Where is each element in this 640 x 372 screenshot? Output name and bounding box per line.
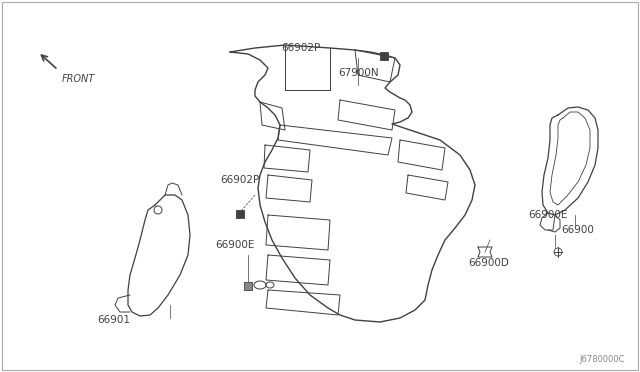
Text: 66901: 66901 bbox=[97, 315, 130, 325]
Bar bbox=[236, 210, 244, 218]
Text: 66900D: 66900D bbox=[468, 258, 509, 268]
Text: 66900: 66900 bbox=[561, 225, 595, 235]
Text: 66900E: 66900E bbox=[528, 210, 568, 220]
Bar bbox=[244, 282, 252, 290]
Text: 66900E: 66900E bbox=[215, 240, 254, 250]
Text: J6780000C: J6780000C bbox=[579, 355, 625, 364]
Text: 67900N: 67900N bbox=[338, 68, 379, 78]
Text: 66902P: 66902P bbox=[220, 175, 259, 185]
Bar bbox=[380, 52, 388, 60]
Text: 66902P: 66902P bbox=[281, 43, 320, 53]
Text: FRONT: FRONT bbox=[62, 74, 95, 84]
